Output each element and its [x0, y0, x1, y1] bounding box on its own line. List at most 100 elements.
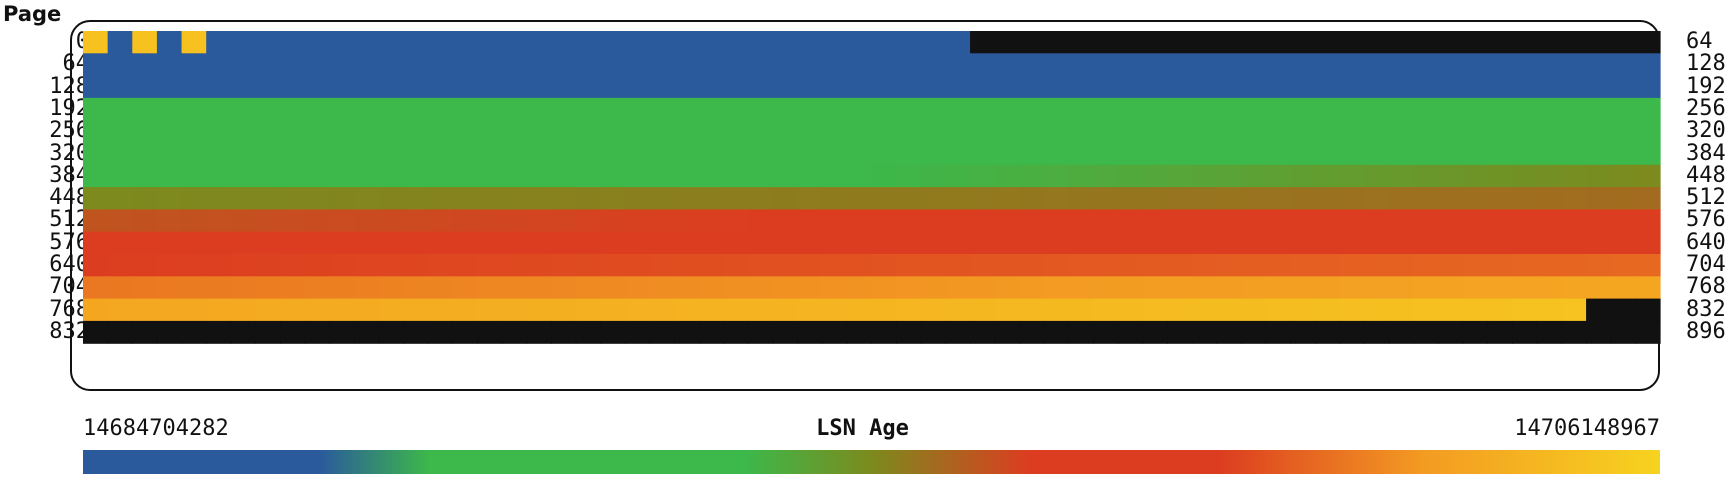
heatmap-cell	[896, 75, 922, 99]
heatmap-cell	[1290, 320, 1316, 344]
heatmap-cell	[649, 75, 675, 99]
heatmap-cell	[551, 187, 577, 210]
heatmap-cell	[797, 31, 823, 54]
heatmap-cell	[181, 276, 207, 300]
heatmap-cell	[846, 187, 873, 210]
heatmap-cell	[896, 53, 922, 77]
heatmap-cell	[994, 75, 1020, 99]
heatmap-cell	[1019, 142, 1045, 166]
heatmap-cell	[280, 231, 306, 255]
heatmap-cell	[1339, 31, 1365, 54]
heatmap-cell	[1536, 53, 1563, 77]
heatmap-cell	[871, 320, 897, 344]
heatmap-cell	[255, 75, 281, 99]
heatmap-cell	[255, 298, 281, 322]
heatmap-cell	[699, 187, 725, 210]
heatmap-cell	[83, 164, 109, 188]
heatmap-cell	[452, 209, 478, 233]
heatmap-cell	[1339, 142, 1365, 166]
heatmap-cell	[551, 164, 577, 188]
heatmap-cell	[1512, 97, 1538, 121]
heatmap-cell	[920, 187, 947, 210]
heatmap-cell	[748, 164, 774, 188]
heatmap-cell	[1265, 53, 1291, 77]
heatmap-cell	[822, 53, 848, 77]
heatmap-cell	[822, 320, 848, 344]
heatmap-cell	[649, 53, 675, 77]
heatmap-cell	[723, 164, 749, 188]
heatmap-cell	[1290, 254, 1316, 277]
heatmap-cell	[1315, 231, 1341, 255]
heatmap-cell	[1610, 31, 1636, 54]
heatmap-cell	[477, 187, 503, 210]
heatmap-cell	[575, 187, 602, 210]
heatmap-cell	[1487, 254, 1513, 277]
heatmap-cell	[477, 120, 503, 144]
colorbar-title: LSN Age	[816, 416, 909, 441]
heatmap-cell	[1265, 142, 1291, 166]
heatmap-cell	[772, 276, 799, 300]
heatmap-cell	[699, 31, 725, 54]
heatmap-cell	[945, 164, 971, 188]
heatmap-cell	[304, 31, 331, 54]
heatmap-cell	[772, 75, 799, 99]
heatmap-cell	[1635, 120, 1661, 144]
heatmap-cell	[920, 298, 947, 322]
heatmap-cell	[403, 187, 429, 210]
heatmap-cell	[230, 231, 257, 255]
heatmap-cell	[132, 53, 158, 77]
heatmap-cell	[649, 320, 675, 344]
heatmap-cell	[206, 298, 232, 322]
heatmap-cell	[1068, 254, 1094, 277]
heatmap-cell	[526, 276, 552, 300]
heatmap-cell	[1512, 298, 1538, 322]
heatmap-cell	[699, 164, 725, 188]
heatmap-cell	[452, 142, 478, 166]
heatmap-cell	[1191, 209, 1218, 233]
heatmap-cell	[378, 209, 404, 233]
heatmap-cell	[132, 142, 158, 166]
heatmap-cell	[1487, 142, 1513, 166]
heatmap-cell	[625, 209, 651, 233]
heatmap-cell	[83, 97, 109, 121]
heatmap-cell	[1142, 209, 1168, 233]
heatmap-cell	[132, 75, 158, 99]
heatmap-cell	[970, 97, 996, 121]
heatmap-cell	[1265, 298, 1291, 322]
heatmap-cell	[600, 298, 626, 322]
heatmap-cell	[1043, 97, 1070, 121]
heatmap-cell	[797, 231, 823, 255]
heatmap-cell	[1241, 320, 1267, 344]
heatmap-cell	[1561, 31, 1587, 54]
heatmap-cell	[1586, 254, 1612, 277]
heatmap-cell	[501, 97, 528, 121]
heatmap-cell	[181, 164, 207, 188]
heatmap-cell	[1216, 187, 1242, 210]
heatmap-cell	[1019, 164, 1045, 188]
heatmap-cell	[1191, 53, 1218, 77]
heatmap-cell	[206, 120, 232, 144]
heatmap-cell	[1093, 209, 1119, 233]
heatmap-cell	[132, 320, 158, 344]
tick-label-right: 192	[1686, 73, 1725, 99]
heatmap-cell	[255, 254, 281, 277]
heatmap-cell	[1610, 164, 1636, 188]
heatmap-cell	[1093, 231, 1119, 255]
heatmap-cell	[427, 142, 454, 166]
heatmap-cell	[1339, 298, 1365, 322]
heatmap-cell	[1364, 97, 1390, 121]
heatmap-cell	[477, 142, 503, 166]
heatmap-cell	[674, 31, 700, 54]
heatmap-cell	[551, 120, 577, 144]
heatmap-cell	[945, 120, 971, 144]
heatmap-cell	[206, 209, 232, 233]
heatmap-cell	[871, 276, 897, 300]
heatmap-cell	[920, 209, 947, 233]
heatmap-cell	[797, 320, 823, 344]
heatmap-cell	[575, 75, 602, 99]
heatmap-cell	[674, 164, 700, 188]
heatmap-cell	[304, 120, 331, 144]
heatmap-cell	[1438, 75, 1464, 99]
heatmap-cell	[1142, 187, 1168, 210]
heatmap-cell	[1068, 31, 1094, 54]
